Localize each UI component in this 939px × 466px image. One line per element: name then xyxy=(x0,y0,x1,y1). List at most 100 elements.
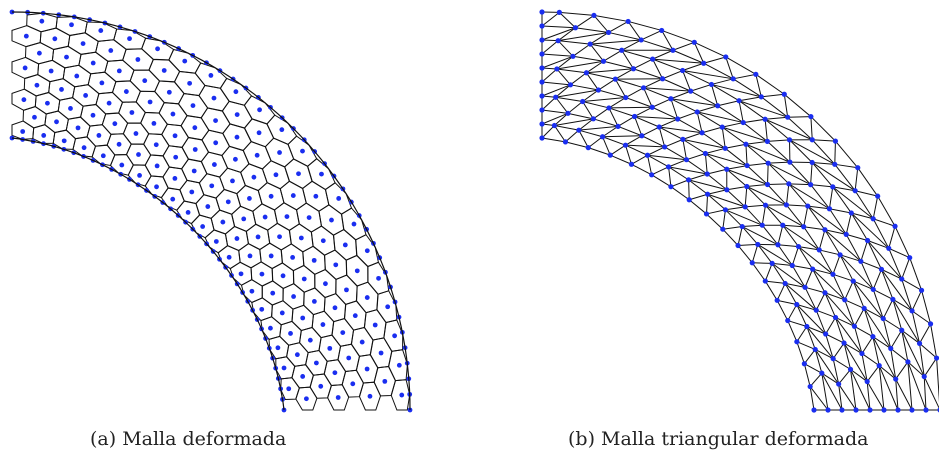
mesh-edge xyxy=(541,40,559,55)
mesh-node xyxy=(108,48,114,53)
mesh-node xyxy=(90,112,96,118)
mesh-node xyxy=(329,217,334,223)
mesh-edge xyxy=(854,167,859,191)
mesh-edge xyxy=(706,194,709,214)
mesh-edge xyxy=(901,330,909,362)
mesh-edge xyxy=(738,100,788,118)
mesh-edge xyxy=(697,111,744,124)
mesh-node xyxy=(213,140,219,146)
mesh-node xyxy=(703,211,710,217)
mesh-node xyxy=(342,242,348,248)
mesh-node xyxy=(80,41,86,46)
mesh-edge xyxy=(602,125,619,138)
mesh-node xyxy=(841,340,847,346)
mesh-node xyxy=(704,191,711,197)
mesh-node xyxy=(567,82,574,88)
mesh-node xyxy=(836,381,842,387)
mesh-edge xyxy=(761,205,767,226)
mesh-edge xyxy=(803,226,820,251)
mesh-edge xyxy=(809,386,829,411)
mesh-edge xyxy=(745,140,768,145)
mesh-edge xyxy=(670,186,690,201)
mesh-node xyxy=(539,9,545,15)
mesh-node xyxy=(851,323,858,329)
mesh-node xyxy=(133,131,139,136)
mesh-edge xyxy=(829,208,852,214)
mesh-node xyxy=(336,196,342,201)
mesh-node xyxy=(847,366,854,372)
mesh-edge xyxy=(872,336,897,380)
mesh-edge xyxy=(816,309,836,318)
mesh-edge xyxy=(815,310,827,335)
mesh-edge xyxy=(825,317,836,335)
mesh-node xyxy=(587,41,593,47)
mesh-node xyxy=(659,27,665,34)
mesh-node xyxy=(154,163,160,169)
mesh-node xyxy=(580,98,586,105)
mesh-edge xyxy=(741,226,779,246)
mesh-node xyxy=(665,164,672,170)
mesh-node xyxy=(185,210,191,215)
mesh-edge xyxy=(880,269,894,300)
mesh-node xyxy=(781,91,787,97)
mesh-node xyxy=(249,288,255,294)
mesh-edge xyxy=(854,325,874,338)
mesh-node xyxy=(189,189,195,195)
mesh-edge xyxy=(878,365,897,380)
mesh-edge xyxy=(742,224,763,228)
mesh-node xyxy=(719,124,725,130)
mesh-node xyxy=(830,271,836,277)
mesh-node xyxy=(555,38,561,44)
caption-a-text: Malla deformada xyxy=(122,428,287,450)
mesh-node xyxy=(881,407,887,413)
mesh-node xyxy=(644,152,651,158)
mesh-edge xyxy=(785,183,790,205)
mesh-node xyxy=(327,345,333,351)
mesh-edge xyxy=(835,140,859,169)
mesh-edge xyxy=(589,32,609,45)
mesh-edge xyxy=(726,168,748,187)
mesh-node xyxy=(670,47,676,53)
mesh-node xyxy=(822,227,828,233)
mesh-node xyxy=(775,242,781,248)
mesh-edge xyxy=(631,163,652,176)
mesh-edge xyxy=(633,58,653,70)
mesh-node xyxy=(808,113,814,120)
mesh-edge xyxy=(804,268,814,288)
mesh-edge xyxy=(832,274,846,301)
mesh-edge xyxy=(662,70,683,80)
mesh-edge xyxy=(631,154,648,165)
mesh-node xyxy=(794,301,800,308)
mesh-edge xyxy=(608,97,626,109)
mesh-edge xyxy=(621,39,642,51)
mesh-node xyxy=(190,103,196,108)
mesh-edge xyxy=(586,72,616,80)
mesh-node xyxy=(742,204,748,210)
mesh-edge xyxy=(919,343,925,377)
mesh-edge xyxy=(796,326,808,342)
mesh-node xyxy=(762,202,769,208)
mesh-node xyxy=(350,381,356,387)
mesh-edge xyxy=(890,348,909,363)
mesh-edge xyxy=(586,68,634,74)
mesh-node xyxy=(916,340,923,347)
mesh-edge xyxy=(785,282,806,288)
mesh-node xyxy=(294,352,300,358)
mesh-node xyxy=(843,231,849,237)
mesh-node xyxy=(702,150,709,157)
mesh-node xyxy=(762,278,768,284)
mesh-edge xyxy=(895,361,909,380)
mesh-edge xyxy=(717,100,740,107)
mesh-node xyxy=(822,290,828,296)
mesh-edge xyxy=(839,254,874,290)
mesh-edge xyxy=(677,118,703,134)
mesh-edge xyxy=(807,205,830,210)
mesh-node xyxy=(205,204,211,209)
mesh-node xyxy=(554,66,560,72)
mesh-edge xyxy=(726,165,748,170)
mesh-node xyxy=(753,71,759,77)
mesh-node xyxy=(311,299,317,304)
caption-a: (a) Malla deformada xyxy=(90,428,286,450)
mesh-node xyxy=(268,325,273,331)
mesh-node xyxy=(759,222,765,228)
